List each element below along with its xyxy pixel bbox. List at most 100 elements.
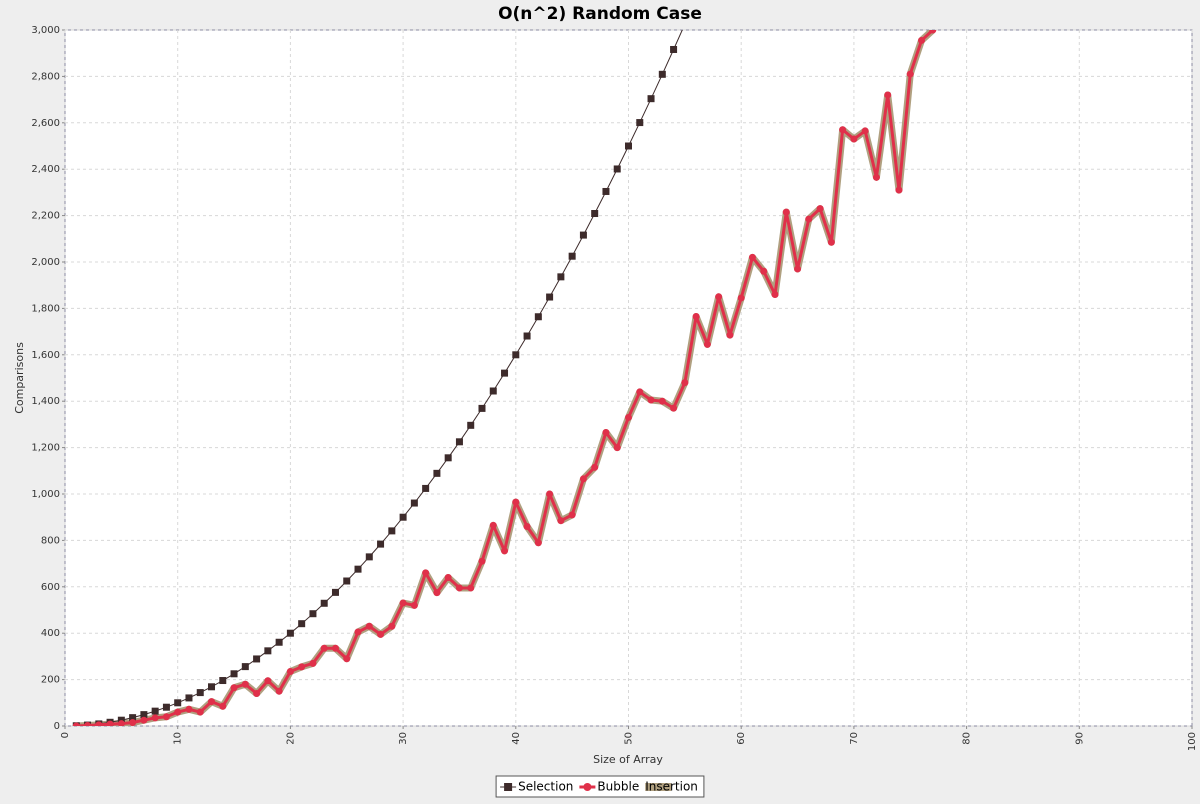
- point: [692, 313, 700, 321]
- x-tick-label: 60: [736, 732, 747, 745]
- point: [602, 429, 610, 437]
- point: [839, 126, 847, 134]
- point: [782, 208, 790, 216]
- y-tick-label: 2,600: [31, 118, 60, 129]
- y-tick-label: 1,400: [31, 396, 60, 407]
- point: [568, 511, 576, 519]
- point: [422, 569, 430, 577]
- series-layer: [72, 30, 937, 726]
- point: [208, 698, 216, 706]
- point: [872, 173, 880, 181]
- point: [625, 142, 632, 150]
- point: [647, 396, 655, 404]
- point: [185, 705, 193, 713]
- point: [162, 703, 170, 711]
- x-tick-label: 80: [962, 732, 973, 745]
- chart-title: O(n^2) Random Case: [498, 4, 702, 24]
- point: [320, 599, 328, 607]
- point: [275, 687, 283, 695]
- y-tick-label: 2,200: [31, 211, 60, 222]
- grid: 02004006008001,0001,2001,4001,6001,8002,…: [31, 25, 1198, 751]
- point: [129, 714, 137, 722]
- x-tick-label: 50: [624, 732, 635, 745]
- point: [264, 647, 272, 655]
- point: [320, 644, 328, 652]
- point: [298, 663, 306, 671]
- point: [568, 252, 576, 260]
- point: [309, 610, 317, 618]
- y-tick-label: 600: [41, 582, 60, 593]
- legend: Selection Bubble Insertion: [495, 775, 705, 798]
- point: [771, 290, 779, 298]
- point: [388, 622, 396, 630]
- point: [625, 413, 632, 421]
- point: [794, 265, 802, 273]
- y-tick-label: 2,400: [31, 164, 60, 175]
- point: [861, 127, 869, 135]
- point: [715, 293, 723, 301]
- point: [670, 404, 678, 412]
- point: [151, 707, 159, 715]
- point: [241, 680, 249, 688]
- point: [658, 70, 666, 78]
- point: [241, 663, 249, 671]
- point: [478, 404, 486, 412]
- point: [140, 716, 148, 724]
- point: [444, 574, 452, 582]
- point: [343, 655, 351, 663]
- point: [557, 273, 565, 281]
- point: [422, 484, 430, 492]
- legend-label: Selection: [518, 780, 573, 794]
- point: [309, 659, 317, 667]
- point: [455, 584, 463, 592]
- x-tick-label: 90: [1074, 732, 1085, 745]
- point: [467, 421, 475, 429]
- point: [906, 70, 914, 78]
- point: [827, 238, 835, 246]
- point: [377, 630, 385, 638]
- point: [433, 589, 441, 597]
- point: [331, 644, 339, 652]
- point: [512, 351, 520, 359]
- y-tick-label: 800: [41, 535, 60, 546]
- point: [737, 294, 745, 302]
- point: [658, 397, 666, 405]
- point: [613, 165, 621, 173]
- point: [726, 331, 734, 339]
- point: [354, 628, 362, 636]
- point: [636, 119, 644, 127]
- point: [253, 690, 261, 698]
- point: [410, 499, 418, 507]
- point: [286, 629, 294, 637]
- point: [264, 677, 272, 685]
- point: [444, 454, 452, 462]
- point: [805, 215, 813, 223]
- point: [286, 667, 294, 675]
- y-tick-label: 2,800: [31, 71, 60, 82]
- point: [467, 584, 475, 592]
- x-axis-label: Size of Array: [593, 753, 663, 766]
- legend-label: Bubble: [597, 780, 639, 794]
- point: [918, 36, 926, 44]
- point: [546, 490, 554, 498]
- point: [399, 599, 407, 607]
- point: [579, 231, 587, 239]
- point: [275, 638, 283, 646]
- y-tick-label: 200: [41, 675, 60, 686]
- y-tick-label: 3,000: [31, 25, 60, 36]
- point: [929, 30, 937, 34]
- point: [748, 253, 756, 261]
- point: [670, 45, 678, 53]
- legend-box: [495, 775, 705, 798]
- point: [546, 293, 554, 301]
- point: [253, 655, 261, 663]
- point: [140, 711, 148, 719]
- point: [478, 557, 486, 565]
- point: [84, 722, 92, 726]
- legend-swatch: [504, 783, 513, 791]
- point: [174, 699, 182, 707]
- point: [399, 513, 407, 521]
- y-tick-label: 0: [54, 721, 60, 732]
